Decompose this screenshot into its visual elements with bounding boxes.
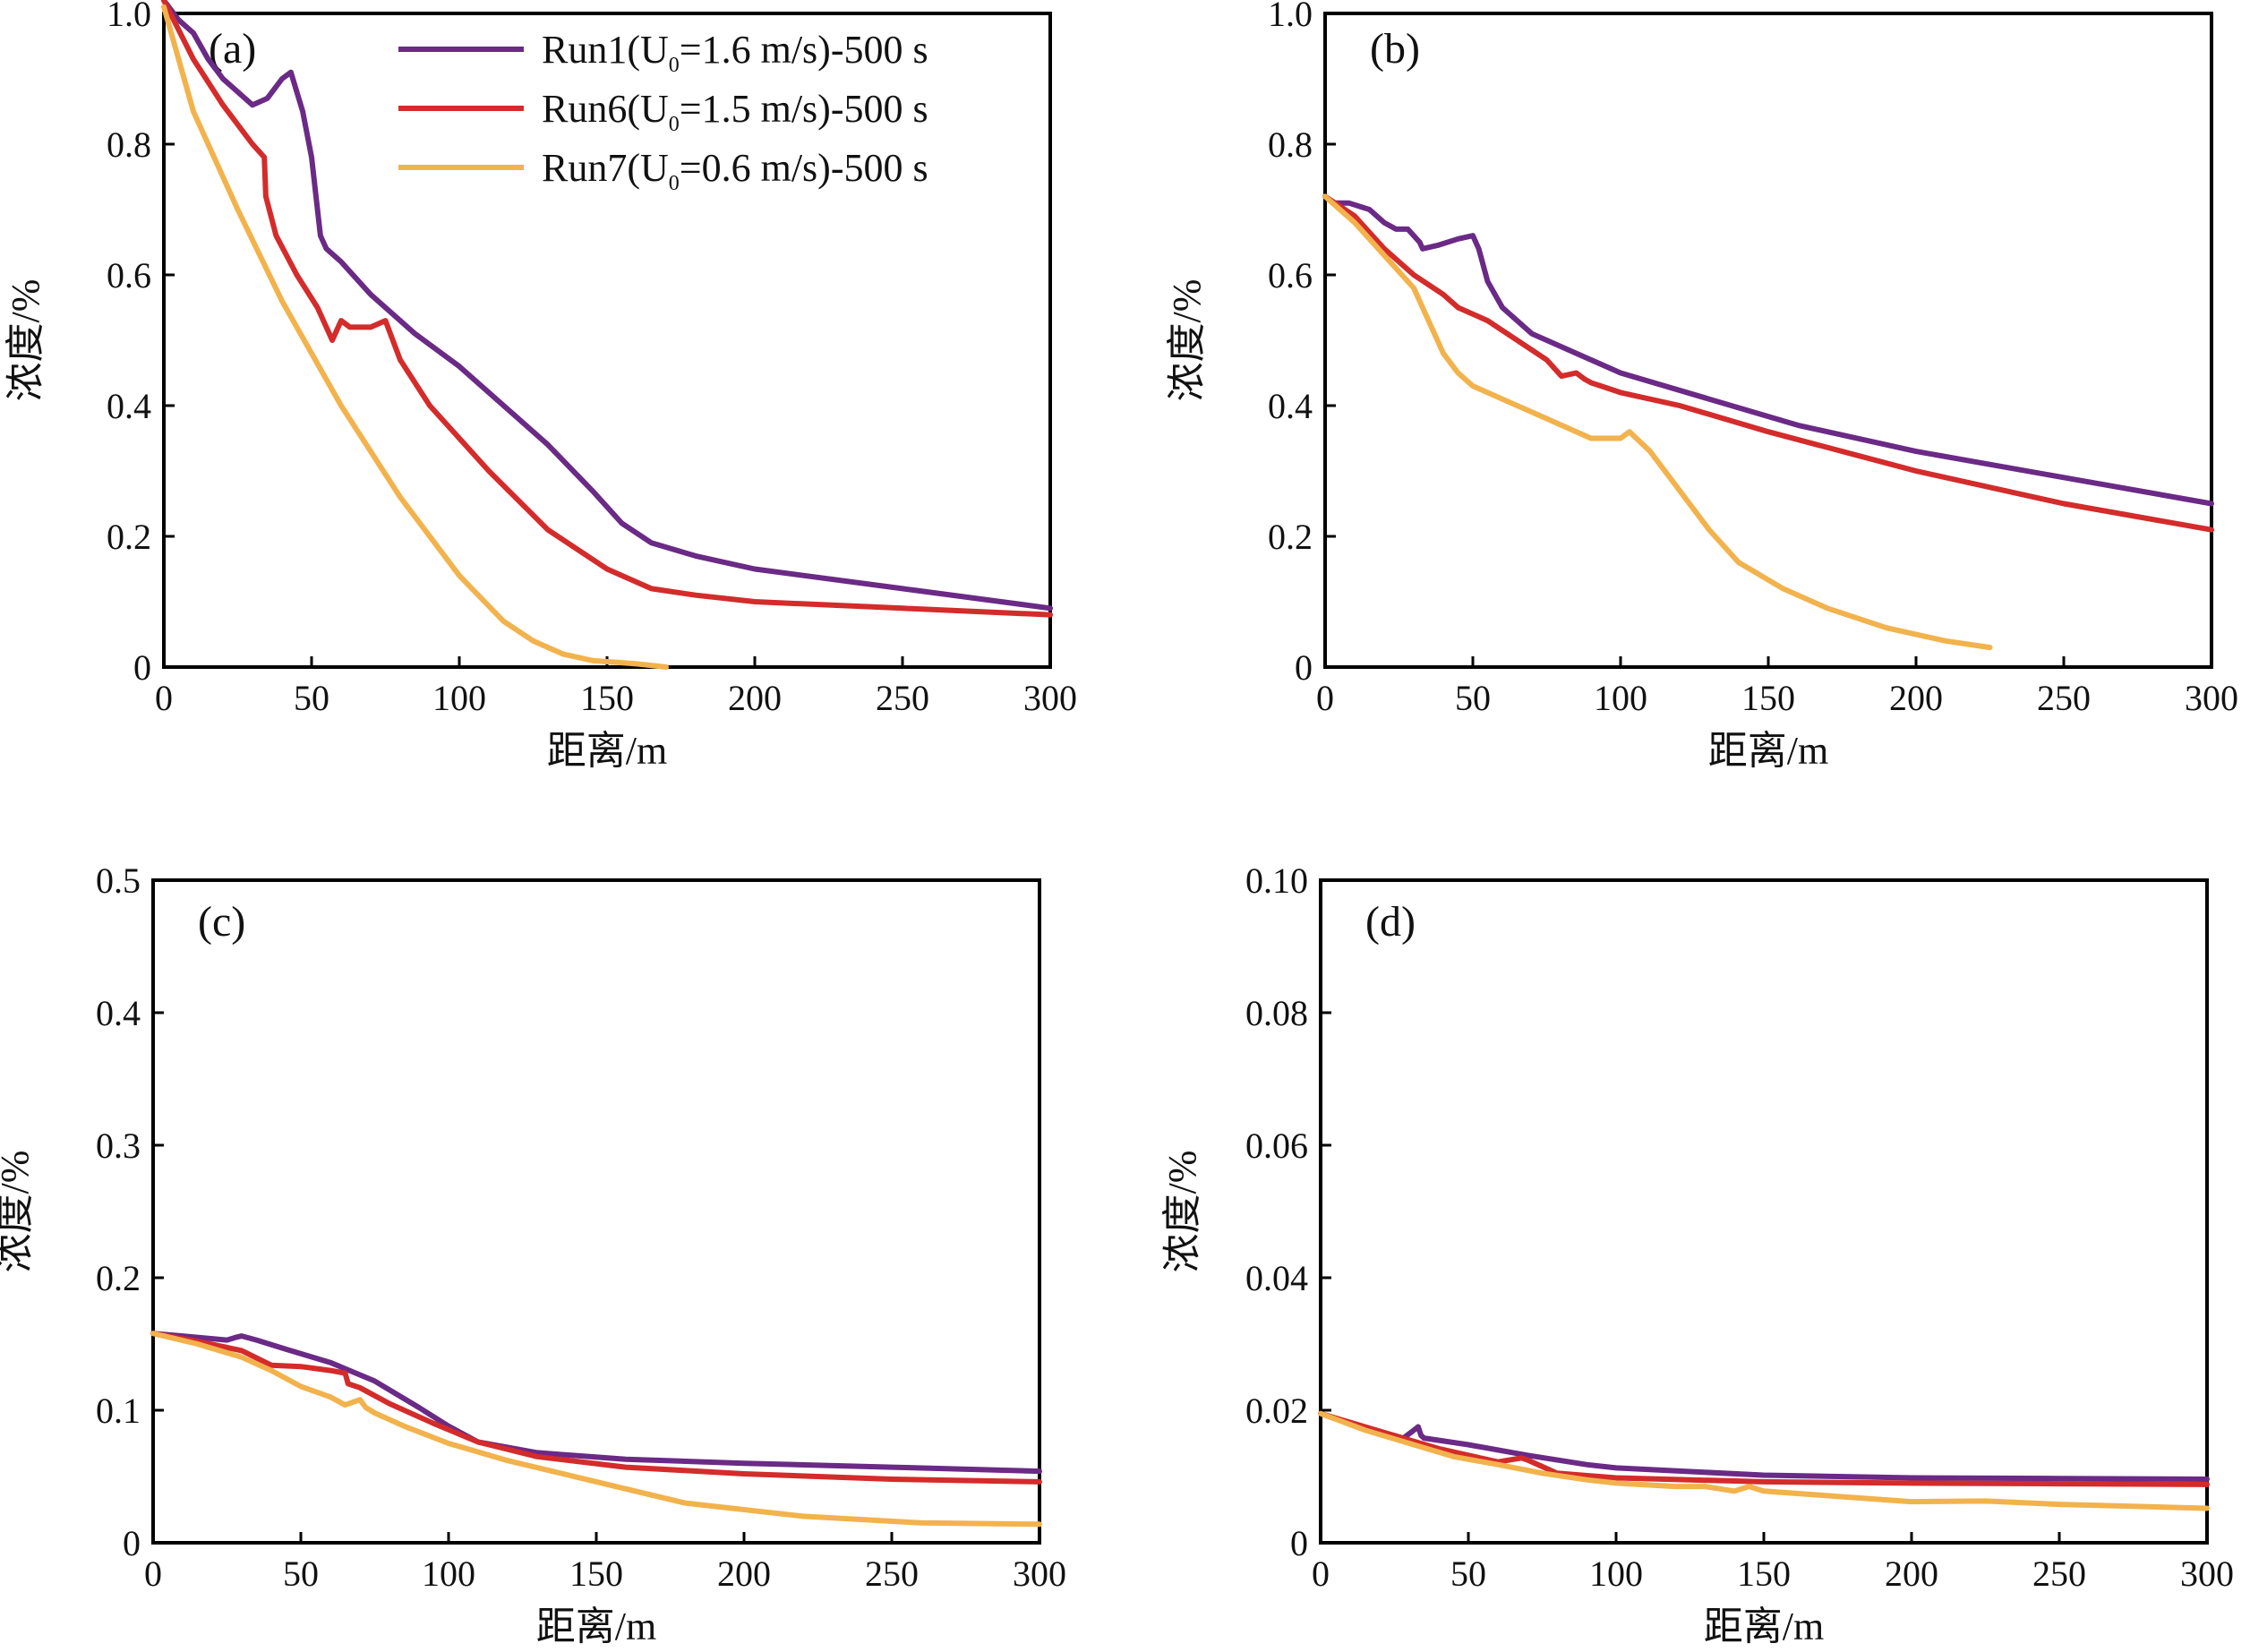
panel-d: 0 50 100 150 200 250 300 0 0.02 0.04 0.06 0.08 0.10 距… bbox=[1160, 860, 2234, 1648]
x-tick-label: 150 bbox=[580, 678, 634, 718]
panel-tag: (a) bbox=[209, 25, 256, 73]
x-tick-label: 250 bbox=[2037, 678, 2091, 718]
x-tick-label: 200 bbox=[728, 678, 782, 718]
series-line-run1 bbox=[161, 0, 1053, 612]
x-tick-label: 0 bbox=[155, 678, 173, 718]
x-tick-label: 150 bbox=[1737, 1554, 1791, 1594]
panel-c: 0 50 100 150 200 250 300 0 0.1 0.2 0.3 0.4 0.5 距离/m 浓度… bbox=[0, 860, 1066, 1648]
series-line-run1 bbox=[1318, 1410, 2210, 1482]
y-tick-label: 0 bbox=[1290, 1523, 1308, 1563]
y-axis-label: 浓度/% bbox=[1165, 279, 1209, 402]
x-tick-label: 300 bbox=[2180, 1554, 2234, 1594]
x-axis-label: 距离/m bbox=[547, 729, 667, 773]
x-tick-label: 100 bbox=[1589, 1554, 1643, 1594]
series-line-run7 bbox=[1318, 1410, 2210, 1511]
x-tick-label: 250 bbox=[865, 1554, 919, 1594]
y-tick-label: 0.8 bbox=[107, 124, 151, 165]
y-tick-label: 0.06 bbox=[1245, 1126, 1308, 1166]
series-line-run6 bbox=[161, 0, 1053, 618]
x-tick-label: 50 bbox=[283, 1554, 319, 1594]
y-tick-label: 0.2 bbox=[107, 517, 151, 557]
x-tick-label: 100 bbox=[432, 678, 486, 718]
y-tick-label: 0 bbox=[133, 647, 151, 688]
x-axis-label: 距离/m bbox=[1704, 1605, 1824, 1648]
x-tick-label: 50 bbox=[1455, 678, 1491, 718]
legend: Run1(U0=1.6 m/s)-500 s Run6(U0=1.5 m/s)-5… bbox=[398, 28, 928, 195]
y-tick-label: 0.6 bbox=[1268, 255, 1313, 295]
x-tick-label: 100 bbox=[1594, 678, 1647, 718]
x-tick-label: 150 bbox=[1741, 678, 1795, 718]
x-tick-label: 200 bbox=[717, 1554, 771, 1594]
x-tick-label: 0 bbox=[1312, 1554, 1330, 1594]
y-tick-label: 0.8 bbox=[1268, 124, 1313, 165]
x-tick-label: 300 bbox=[1023, 678, 1077, 718]
x-tick-label: 0 bbox=[1316, 678, 1334, 718]
y-axis-label: 浓度/% bbox=[1160, 1151, 1204, 1273]
series-line-run7 bbox=[1322, 193, 1993, 651]
series-line-run7 bbox=[150, 1331, 1042, 1528]
plot-frame bbox=[151, 878, 1041, 1545]
y-tick-label: 0.2 bbox=[96, 1258, 141, 1298]
x-tick-label: 250 bbox=[876, 678, 929, 718]
y-tick-label: 0.4 bbox=[96, 993, 141, 1033]
panel-tag: (c) bbox=[198, 898, 245, 946]
y-tick-label: 1.0 bbox=[107, 0, 151, 34]
panel-b: 0 50 100 150 200 250 300 0 0.2 0.4 0.6 0.8 1.0 距离/m 浓度… bbox=[1165, 0, 2238, 773]
plot-frame bbox=[1323, 12, 2213, 669]
y-tick-label: 1.0 bbox=[1268, 0, 1313, 34]
x-axis-label: 距离/m bbox=[536, 1605, 656, 1648]
y-tick-label: 0.2 bbox=[1268, 517, 1313, 557]
y-tick-label: 0.1 bbox=[96, 1391, 141, 1431]
y-tick-label: 0.08 bbox=[1245, 993, 1308, 1033]
x-tick-label: 300 bbox=[2185, 678, 2238, 718]
x-tick-label: 150 bbox=[569, 1554, 623, 1594]
y-tick-label: 0 bbox=[123, 1523, 141, 1563]
x-tick-label: 200 bbox=[1885, 1554, 1938, 1594]
x-tick-label: 250 bbox=[2032, 1554, 2086, 1594]
x-tick-label: 0 bbox=[144, 1554, 162, 1594]
y-tick-label: 0.4 bbox=[107, 386, 151, 426]
x-tick-label: 50 bbox=[294, 678, 329, 718]
series-line-run7 bbox=[161, 4, 669, 670]
series-line-run1 bbox=[150, 1331, 1042, 1475]
x-axis-label: 距离/m bbox=[1708, 729, 1828, 773]
y-tick-label: 0.6 bbox=[107, 255, 151, 295]
series-line-run6 bbox=[1318, 1410, 2210, 1487]
x-tick-label: 100 bbox=[422, 1554, 475, 1594]
y-tick-label: 0.4 bbox=[1268, 386, 1313, 426]
x-tick-label: 50 bbox=[1450, 1554, 1486, 1594]
y-axis-label: 浓度/% bbox=[0, 1151, 37, 1273]
y-tick-label: 0.5 bbox=[96, 860, 141, 901]
x-tick-label: 200 bbox=[1889, 678, 1943, 718]
panel-tag: (d) bbox=[1365, 898, 1416, 946]
y-tick-label: 0.10 bbox=[1245, 860, 1308, 901]
legend-label-run6: Run6(U0=1.5 m/s)-500 s bbox=[542, 87, 928, 136]
y-axis-label: 浓度/% bbox=[4, 279, 47, 402]
x-tick-label: 300 bbox=[1013, 1554, 1066, 1594]
panel-a: 0 50 100 150 200 250 300 0 0.2 0.4 0.6 0.8 1.0 距离/m 浓度… bbox=[4, 0, 1077, 773]
y-tick-label: 0 bbox=[1295, 647, 1313, 688]
series-line-run1 bbox=[1322, 193, 2214, 507]
series-line-run6 bbox=[150, 1331, 1042, 1485]
legend-label-run1: Run1(U0=1.6 m/s)-500 s bbox=[542, 28, 928, 77]
series-line-run6 bbox=[1322, 193, 2214, 533]
y-tick-label: 0.02 bbox=[1245, 1391, 1308, 1431]
y-tick-label: 0.3 bbox=[96, 1126, 141, 1166]
y-tick-label: 0.04 bbox=[1245, 1258, 1308, 1298]
panel-tag: (b) bbox=[1370, 25, 1420, 73]
legend-label-run7: Run7(U0=0.6 m/s)-500 s bbox=[542, 146, 928, 195]
